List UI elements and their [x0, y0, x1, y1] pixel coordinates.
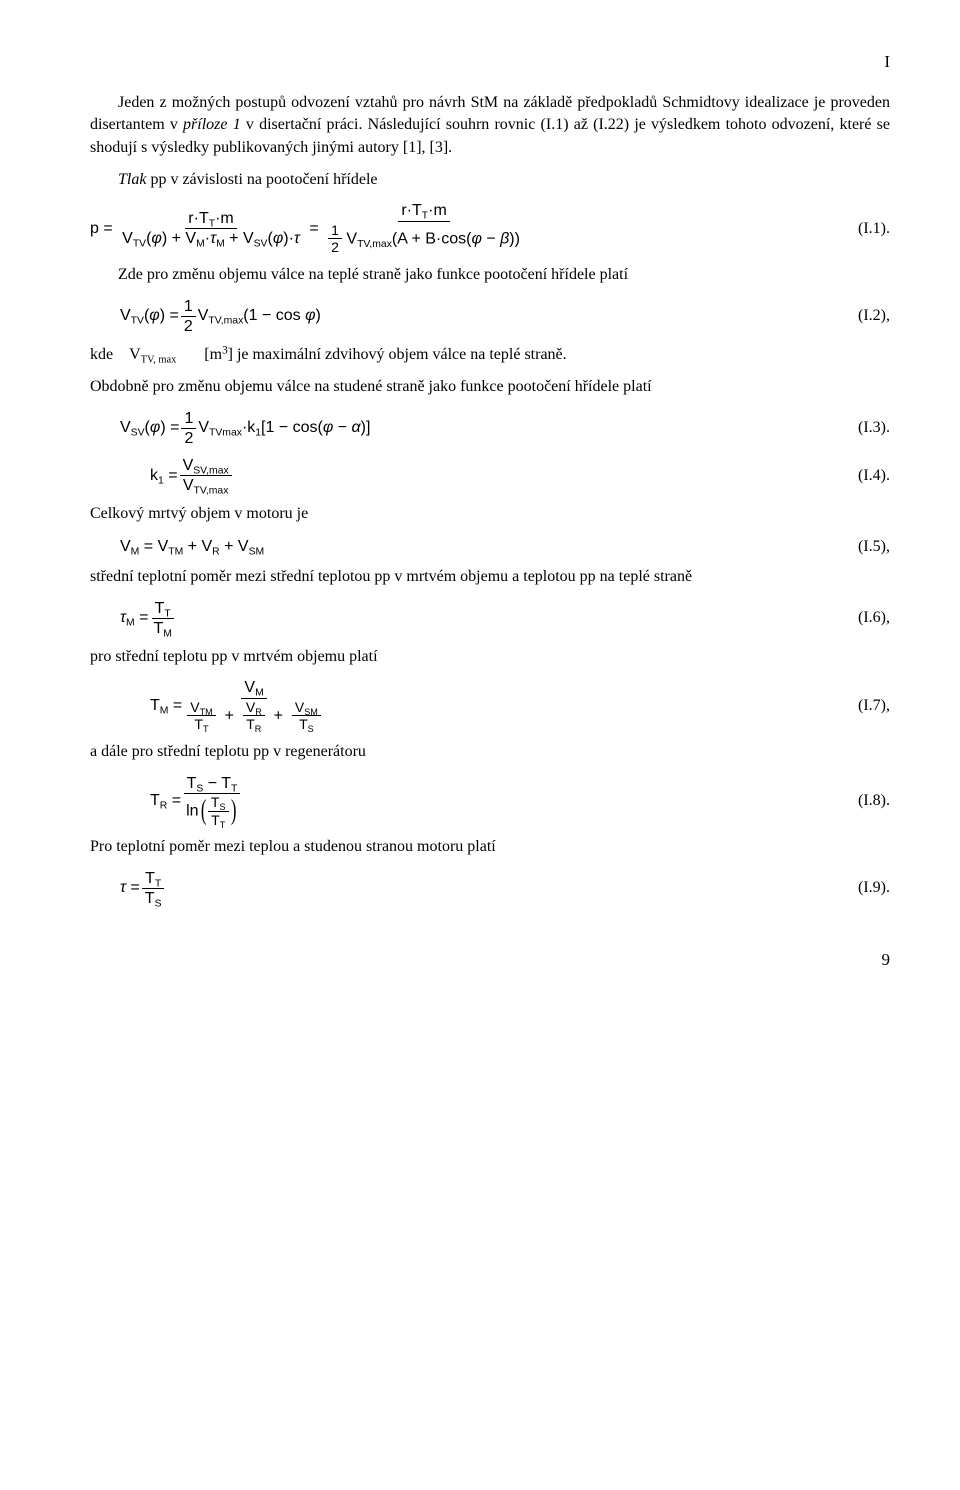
equation-3: VSV(φ) = 12 VTVmax·k1[1 − cos(φ − α)] (I… — [90, 409, 890, 448]
kde-desc: je maximální zdvihový objem válce na tep… — [237, 346, 567, 363]
page-number-top: I — [90, 50, 890, 74]
equation-number: (I.5), — [848, 536, 890, 558]
paragraph-6: střední teplotní poměr mezi střední tepl… — [90, 566, 890, 588]
paragraph-8: a dále pro střední teplotu pp v regenerá… — [90, 741, 890, 763]
equation-number: (I.3). — [848, 417, 890, 439]
equation-number: (I.2), — [848, 305, 890, 327]
equation-number: (I.1). — [848, 218, 890, 240]
kde-unit-open: [m — [204, 346, 222, 363]
kde-unit-close: ] — [228, 346, 233, 363]
paragraph-5: Celkový mrtvý objem v motoru je — [90, 503, 890, 525]
equation-5: VM = VTM + VR + VSM (I.5), — [90, 536, 890, 558]
paragraph-4: Obdobně pro změnu objemu válce na studen… — [90, 376, 890, 398]
equation-9: τ = TT TS (I.9). — [90, 869, 890, 908]
equation-6: τM = TT TM (I.6), — [90, 599, 890, 638]
equation-1: p = r·TT·m VTV(φ) + VM·τM + VSV(φ)·τ = r… — [90, 201, 890, 256]
paragraph-7: pro střední teplotu pp v mrtvém objemu p… — [90, 646, 890, 668]
paragraph-9: Pro teplotní poměr mezi teplou a studeno… — [90, 836, 890, 858]
text-italic: příloze 1 — [183, 116, 241, 133]
equation-number: (I.4). — [848, 465, 890, 487]
equation-7: TM = VM VTMTT + VRTR + VSMTS (I.7), — [90, 678, 890, 733]
equation-4: k1 = VSV,max VTV,max (I.4). — [90, 456, 890, 495]
equation-number: (I.7), — [848, 695, 890, 717]
equation-number: (I.8). — [848, 790, 890, 812]
kde-sub: TV, max — [141, 355, 177, 366]
equation-number: (I.6), — [848, 607, 890, 629]
text-italic: Tlak — [118, 171, 146, 188]
paragraph-tlak: Tlak pp v závislosti na pootočení hřídel… — [90, 169, 890, 191]
text: pp v závislosti na pootočení hřídele — [146, 171, 377, 188]
kde-label: kde — [90, 346, 113, 363]
kde-definition: kde VTV, max [m3] je maximální zdvihový … — [90, 344, 890, 366]
equation-8: TR = TS − TT ln(TSTT) (I.8). — [90, 774, 890, 829]
page-number-bottom: 9 — [90, 948, 890, 972]
kde-symbol: V — [129, 346, 141, 363]
equation-number: (I.9). — [848, 877, 890, 899]
paragraph-3: Zde pro změnu objemu válce na teplé stra… — [90, 264, 890, 286]
paragraph-intro: Jeden z možných postupů odvození vztahů … — [90, 92, 890, 159]
equation-2: VTV(φ) = 12 VTV,max(1 − cos φ) (I.2), — [90, 297, 890, 336]
